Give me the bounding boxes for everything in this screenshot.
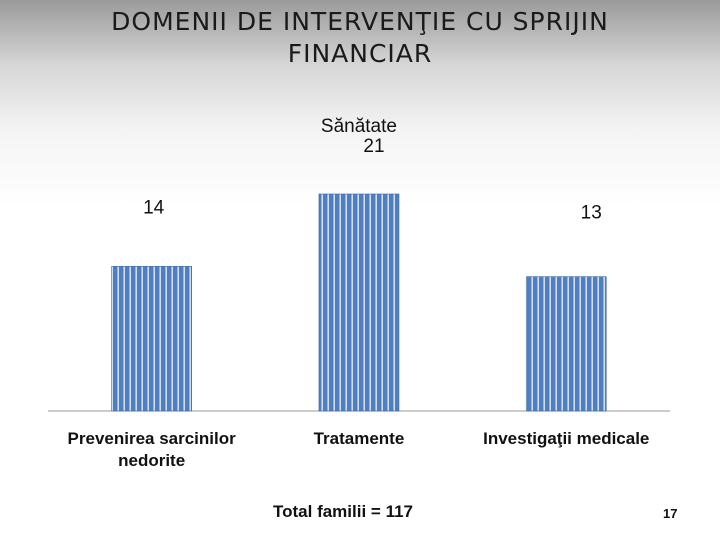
slide-title: DOMENII DE INTERVENŢIE CU SPRIJIN FINANCI… [111, 7, 609, 68]
total-families-note: Total familii = 117 [273, 502, 413, 521]
bar-3 [525, 276, 607, 412]
category-label-2: Tratamente [314, 429, 405, 448]
category-label-1: Prevenirea sarcinilor nedorite [68, 429, 237, 470]
bar-1 [111, 266, 192, 412]
data-label-2: Sănătate 21 [321, 116, 397, 157]
data-label-3: 13 [581, 203, 602, 224]
category-label-3: Investigaţii medicale [483, 429, 649, 448]
data-label-1: 14 [143, 197, 165, 218]
page-number: 17 [663, 506, 678, 521]
bar-2 [318, 193, 400, 412]
